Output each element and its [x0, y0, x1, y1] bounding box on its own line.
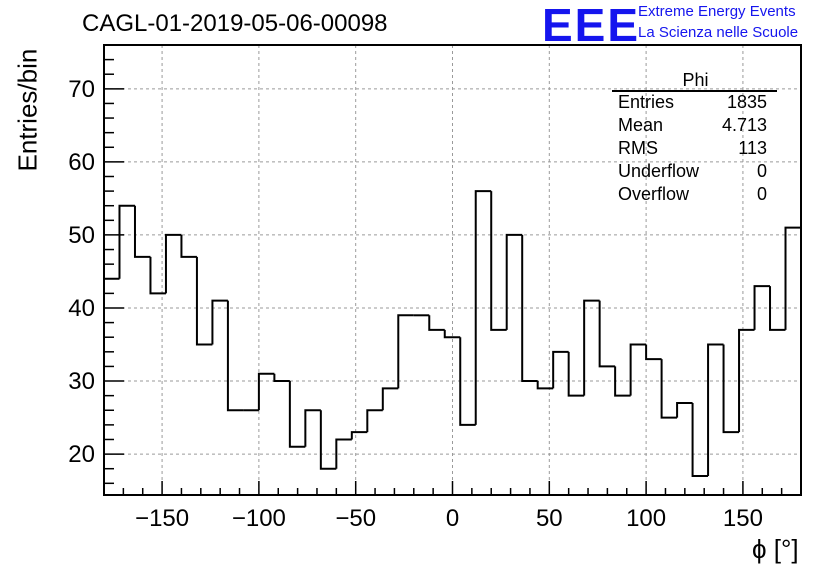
logo-line-2: La Scienza nelle Scuole: [638, 24, 799, 41]
histogram-bin: [257, 372, 275, 411]
histogram-bin: [521, 234, 538, 383]
histogram-bin: [536, 381, 554, 390]
histogram-bin: [118, 204, 135, 279]
histogram-bin: [443, 329, 461, 339]
x-tick-label: 100: [626, 505, 666, 532]
histogram-bin: [660, 359, 678, 419]
logo-line-1: Extreme Energy Events: [638, 3, 796, 20]
histogram-bin: [567, 351, 585, 397]
histogram-bin: [149, 256, 166, 295]
histogram-bin: [583, 299, 600, 396]
eee-logo: EEE: [542, 0, 641, 51]
histogram-bin: [738, 328, 755, 433]
histogram-bin: [381, 387, 399, 411]
histogram-bin: [614, 366, 631, 397]
x-tick-label: −50: [335, 505, 376, 532]
histogram-bin: [784, 226, 801, 330]
histogram-bin: [722, 344, 740, 434]
stats-row: RMS 113: [612, 138, 767, 161]
stats-label: RMS: [618, 138, 658, 158]
chart-title: CAGL-01-2019-05-06-00098: [82, 10, 388, 37]
stats-label: Overflow: [618, 184, 690, 204]
stats-row: Mean 4.713: [612, 115, 767, 138]
stats-value: 1835: [726, 92, 767, 112]
stats-value: 113: [738, 138, 767, 158]
y-tick-label: 60: [68, 149, 95, 176]
x-axis-label: ϕ [°]: [752, 534, 799, 564]
histogram-bin: [273, 373, 290, 383]
stats-row: Overflow 0: [612, 184, 767, 207]
y-tick-label: 20: [68, 441, 95, 468]
stats-row: Entries 1835: [612, 92, 767, 115]
histogram-bin: [691, 402, 709, 478]
histogram-bin: [226, 300, 244, 412]
histogram-bin: [769, 286, 786, 331]
grid-lines: [104, 45, 801, 495]
stats-label: Underflow: [618, 161, 700, 181]
histogram-bin: [350, 431, 368, 440]
y-tick-label: 50: [68, 222, 95, 249]
histogram-bin: [366, 409, 383, 433]
histogram-bin: [304, 409, 321, 447]
stats-value: 0: [756, 161, 767, 181]
histogram-bin: [164, 233, 182, 294]
y-axis-ticks: 20 30 40 50 60 70: [68, 44, 124, 485]
x-tick-label: 50: [536, 505, 563, 532]
histogram-bin: [211, 299, 228, 345]
histogram-bin: [753, 285, 771, 330]
stats-label: Entries: [618, 92, 675, 112]
y-axis-label: Entries/bin: [12, 48, 43, 172]
x-tick-label: 150: [723, 505, 763, 532]
y-tick-label: 30: [68, 368, 95, 395]
histogram-bin: [598, 300, 616, 368]
histogram-bin: [428, 315, 445, 331]
histogram-bin: [505, 233, 523, 330]
y-tick-label: 40: [68, 295, 95, 322]
histogram-bin: [707, 343, 724, 477]
stats-row: Underflow 0: [612, 161, 767, 184]
histogram-bin: [645, 344, 662, 361]
histogram-bin: [474, 190, 492, 425]
stats-label: Mean: [618, 115, 664, 135]
stats-title: Phi: [682, 70, 709, 90]
histogram-bin: [335, 438, 352, 469]
stats-divider: [612, 90, 777, 92]
histogram-bin: [629, 343, 647, 396]
histogram-bin: [490, 191, 507, 331]
x-tick-label: −100: [232, 505, 286, 532]
histogram-bin: [459, 337, 476, 426]
histogram-bin: [676, 401, 693, 418]
histogram-bin: [552, 350, 569, 389]
histogram-bin: [319, 410, 337, 470]
stats-value: 0: [756, 184, 767, 204]
y-tick-label: 70: [68, 76, 95, 103]
histogram-bin: [180, 234, 197, 258]
histogram-bin: [195, 256, 213, 346]
x-tick-label: −150: [135, 505, 189, 532]
histogram-bin: [397, 314, 414, 389]
x-tick-label: 0: [446, 505, 459, 532]
histogram-bin: [288, 381, 306, 448]
histogram-bin: [133, 205, 151, 258]
stats-box: Phi Entries 1835 Mean 4.713 RMS 113 Underfl…: [612, 70, 777, 207]
x-axis-ticks: −150 −100 −50 0 50 100 150: [103, 481, 802, 532]
stats-value: 4.713: [721, 115, 767, 135]
histogram-bin: [103, 277, 120, 495]
